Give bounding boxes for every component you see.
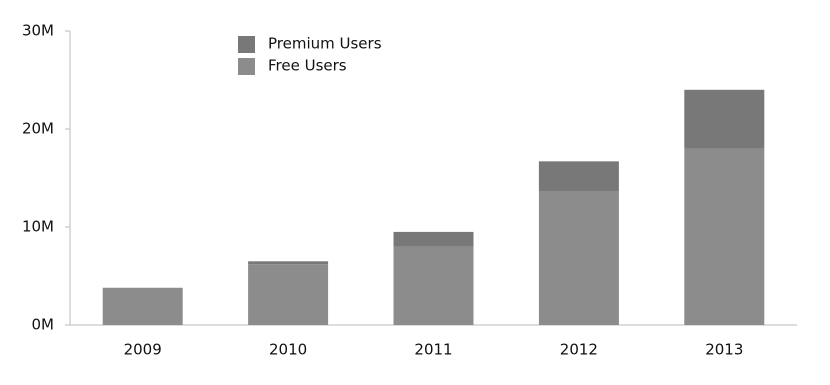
legend-swatch [238,36,255,53]
y-tick-label: 10M [22,218,54,236]
x-tick-label: 2013 [705,341,743,359]
y-tick-label: 20M [22,120,54,138]
bar-segment [684,89,765,149]
bar-segment [102,287,183,325]
x-tick-label: 2012 [560,341,598,359]
bar-segment [684,148,765,325]
bar-segment [393,246,474,325]
y-tick-label: 0M [32,316,55,334]
x-tick-label: 2009 [124,341,162,359]
legend-swatch [238,58,255,75]
bar-segment [393,231,474,247]
x-tick-label: 2010 [269,341,307,359]
bar-segment [538,191,619,325]
y-tick-label: 30M [22,22,54,40]
bar-segment [248,264,329,325]
legend-label: Premium Users [268,35,382,53]
bar-segment [538,161,619,192]
legend-label: Free Users [268,57,347,75]
x-tick-label: 2011 [414,341,452,359]
bar-segment [248,261,329,265]
